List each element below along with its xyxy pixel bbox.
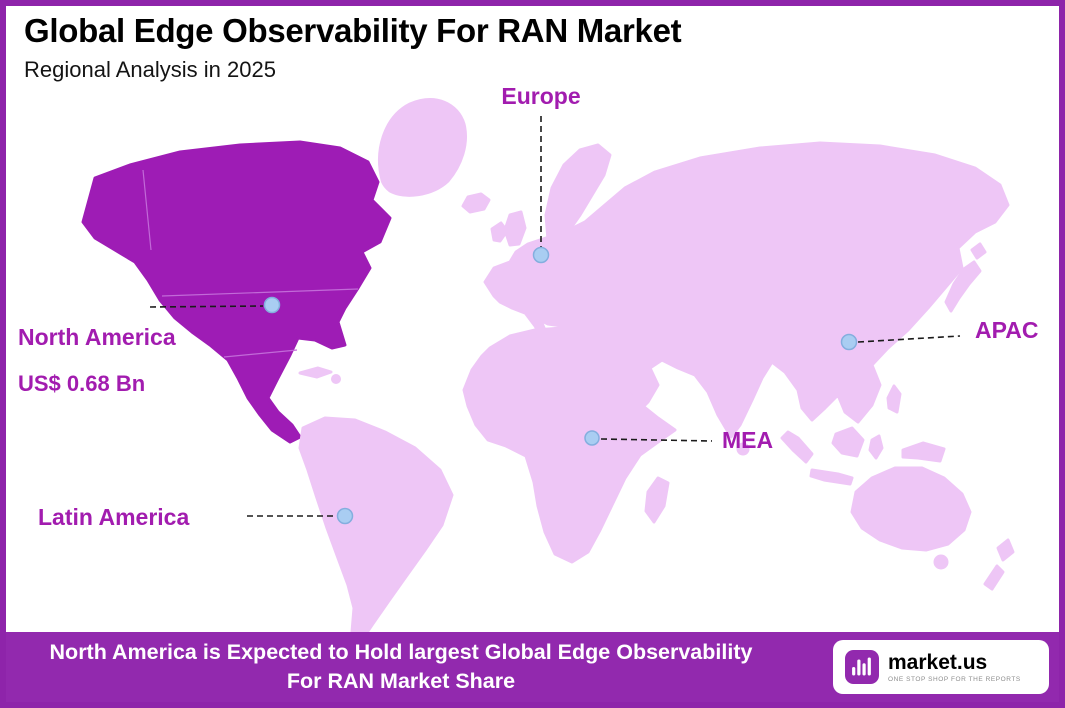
region-label-mea: MEA — [722, 427, 774, 453]
region-label-latin-america: Latin America — [38, 504, 190, 530]
island-borneo — [831, 426, 865, 458]
us-canada-border — [161, 288, 359, 297]
island-japan — [944, 260, 982, 313]
island-new-guinea — [901, 441, 946, 463]
island-great-britain — [503, 210, 527, 247]
island-ireland — [490, 221, 509, 243]
island-philippines — [886, 384, 902, 414]
marker-latin-america — [336, 507, 354, 525]
island-hokkaido — [970, 242, 987, 260]
island-madagascar — [644, 476, 670, 524]
island-cuba — [298, 366, 333, 379]
island-sumatra — [780, 430, 814, 464]
connector-apac — [857, 335, 961, 343]
continent-australia — [850, 466, 972, 552]
marker-apac — [840, 333, 858, 351]
connector-north-america — [149, 305, 264, 308]
peninsula-scandinavia — [544, 143, 612, 245]
island-sulawesi — [868, 434, 884, 460]
island-hispaniola — [331, 374, 341, 384]
island-new-zealand-north — [996, 538, 1015, 562]
island-sri-lanka — [736, 442, 750, 456]
continent-north-america — [81, 140, 392, 444]
island-greenland — [378, 98, 467, 197]
region-label-europe: Europe — [501, 83, 581, 109]
footer-note: North America is Expected to Hold larges… — [49, 639, 753, 693]
island-java — [809, 468, 854, 486]
region-label-apac: APAC — [975, 317, 1039, 343]
marketus-logo-texts: market.us ONE STOP SHOP FOR THE REPORTS — [888, 652, 1021, 683]
continent-africa — [462, 326, 677, 564]
region-value-north-america: US$ 0.68 Bn — [18, 371, 146, 396]
marketus-logo-name: market.us — [888, 650, 988, 674]
page-title: Global Edge Observability For RAN Market — [24, 12, 682, 49]
connector-mea — [600, 438, 713, 442]
marketus-logo: market.us ONE STOP SHOP FOR THE REPORTS — [833, 640, 1049, 694]
page-subtitle: Regional Analysis in 2025 — [24, 57, 276, 82]
marketus-logo-icon — [845, 650, 879, 684]
island-iceland — [461, 192, 491, 214]
marker-europe — [532, 246, 550, 264]
region-label-north-america: North America — [18, 324, 176, 350]
footer-banner: North America is Expected to Hold larges… — [6, 632, 1059, 702]
continent-south-america — [298, 416, 454, 642]
island-new-zealand-south — [983, 564, 1005, 591]
alaska-border — [142, 169, 152, 251]
marker-north-america — [263, 296, 281, 314]
header: Global Edge Observability For RAN Market… — [24, 12, 682, 83]
us-mexico-border — [223, 349, 298, 358]
marker-mea — [584, 430, 600, 446]
island-tasmania — [933, 554, 949, 570]
marketus-logo-tagline: ONE STOP SHOP FOR THE REPORTS — [888, 675, 1021, 683]
